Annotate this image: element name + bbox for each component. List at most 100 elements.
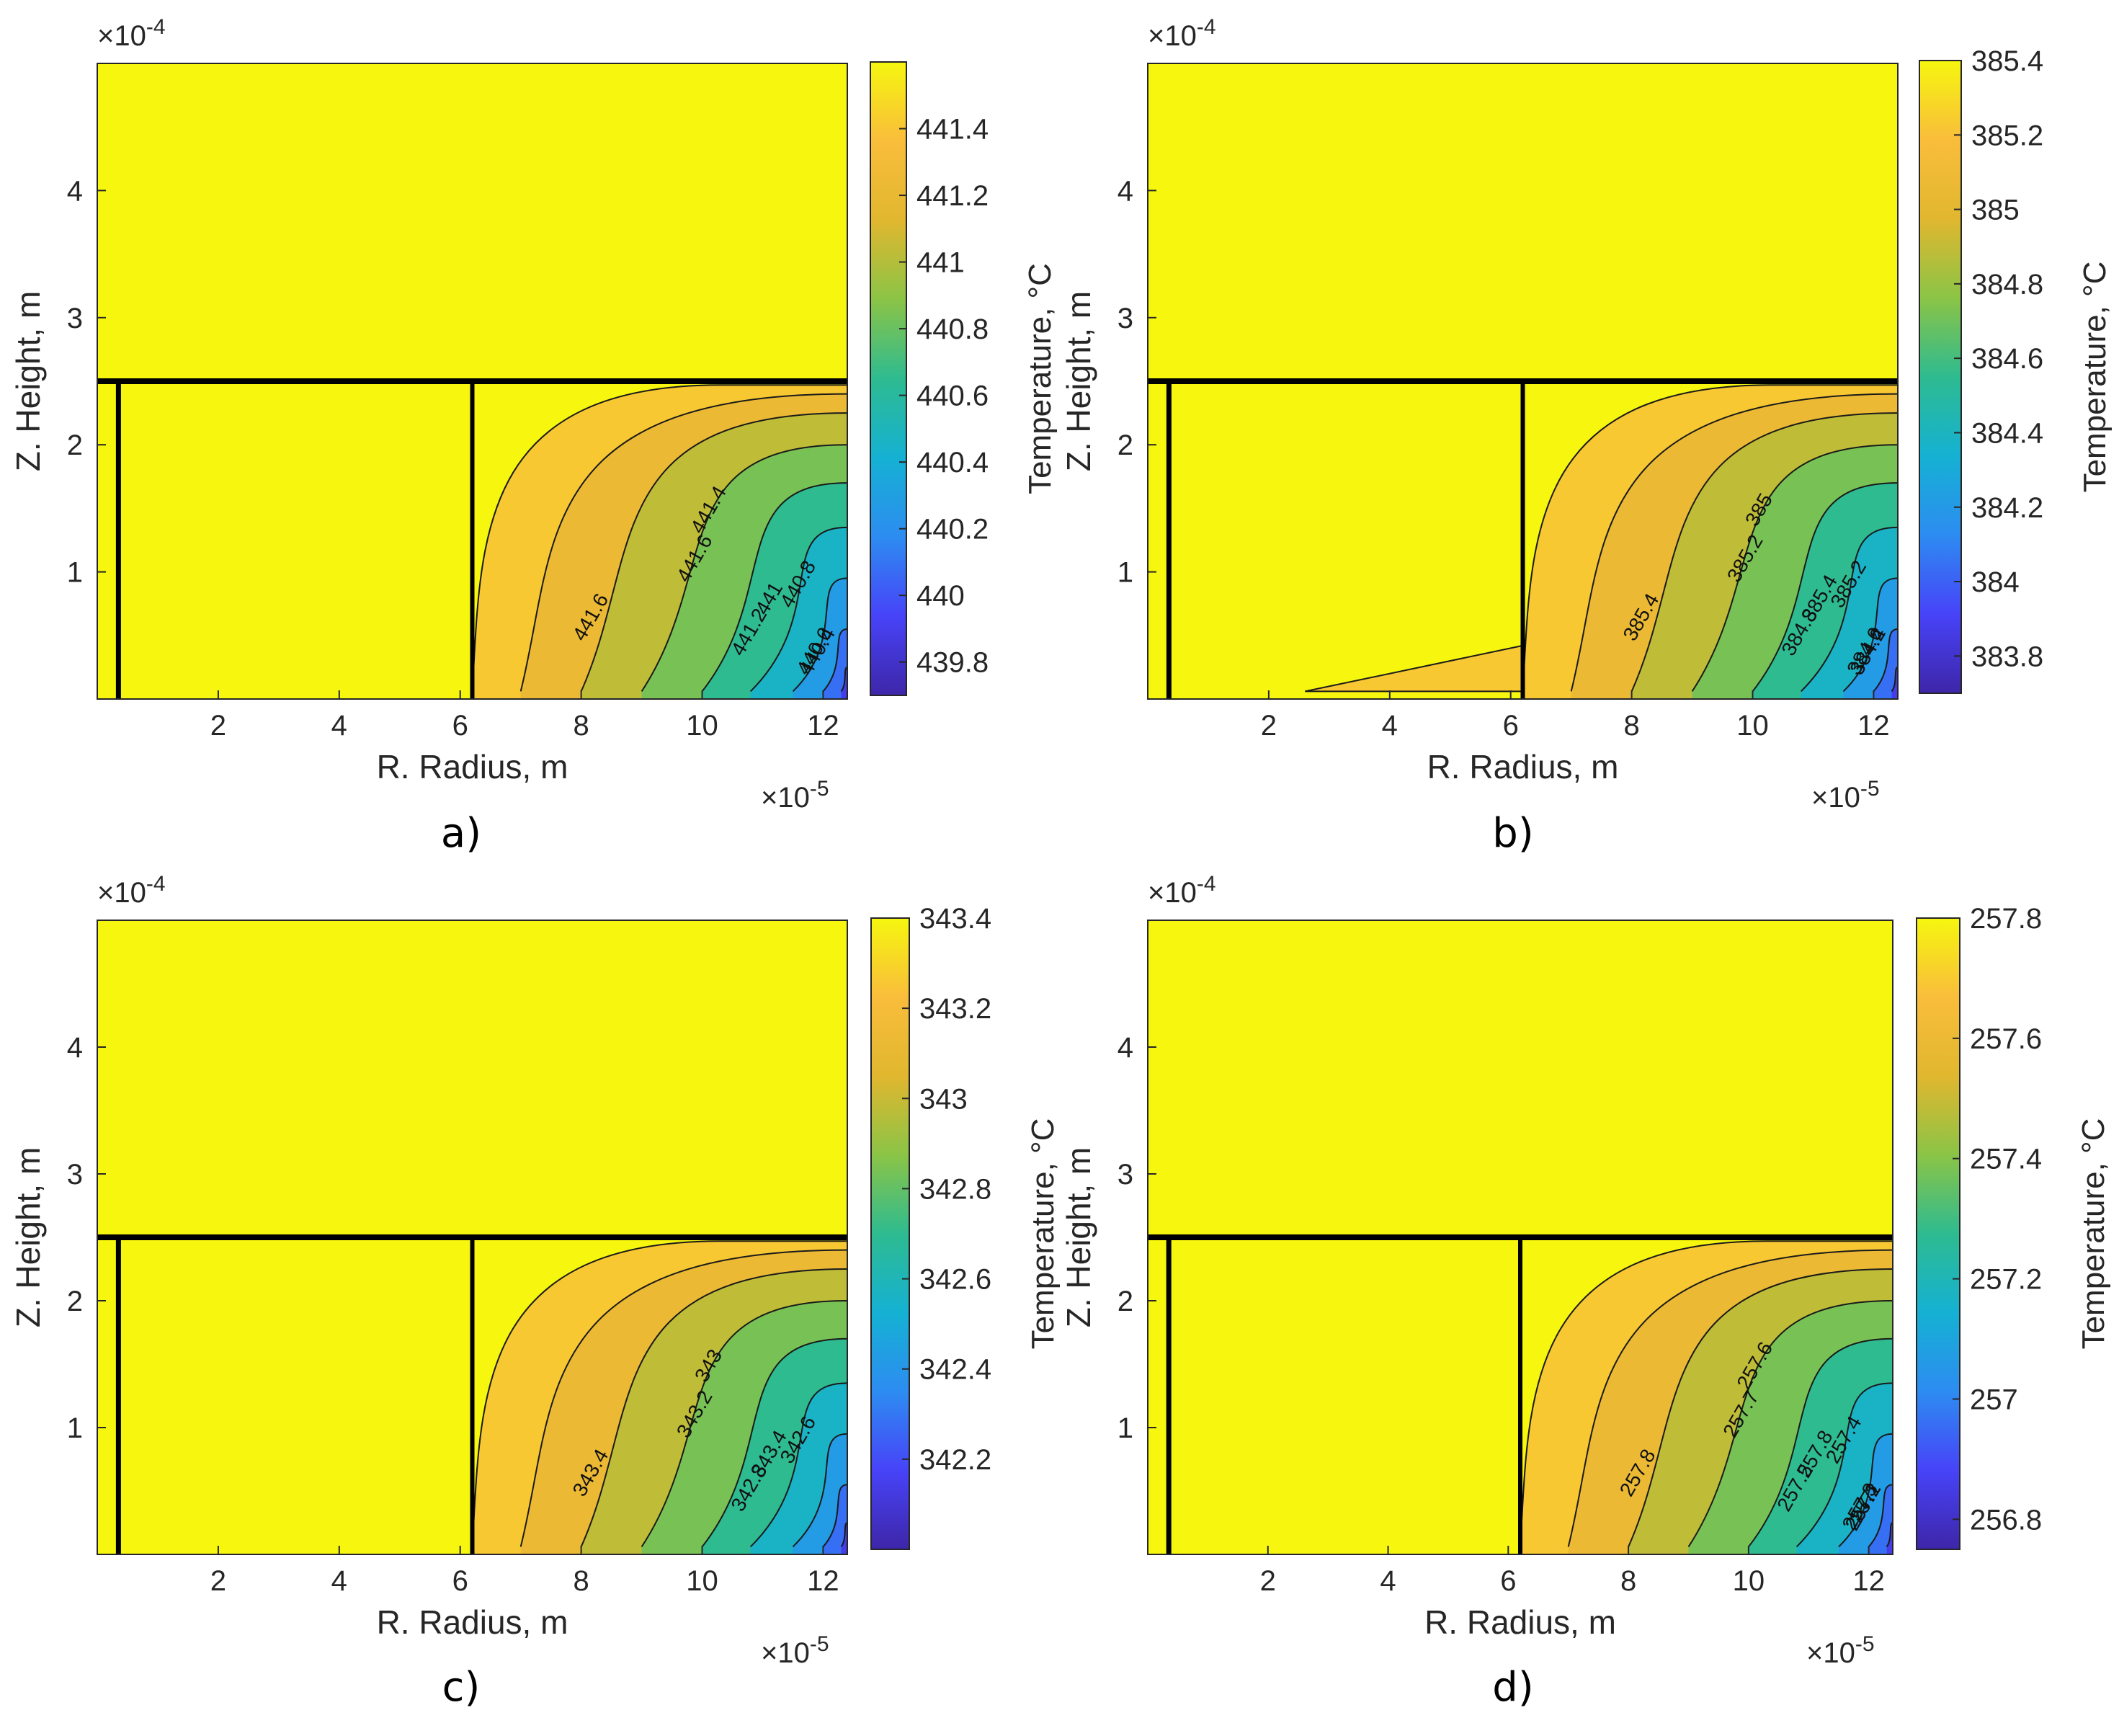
y-multiplier-exponent: -4: [1197, 15, 1216, 39]
x-tick-label: 10: [686, 1565, 718, 1597]
contour-line: [749, 526, 847, 693]
colorbar-tick-label: 440.4: [916, 447, 989, 478]
x-tick-label: 12: [1852, 1565, 1885, 1597]
contour-fills: [1305, 384, 1898, 699]
contour-band: [823, 1484, 847, 1554]
contour-line: [1748, 1337, 1893, 1548]
colorbar-tick-label: 257.8: [1970, 903, 2042, 935]
x-tick-label: 8: [573, 1565, 589, 1597]
x-tick-label: 10: [1733, 1565, 1765, 1597]
y-tick-label: 1: [67, 557, 83, 589]
contour-line: [1628, 1268, 1893, 1547]
x-multiplier-exponent: -5: [1860, 777, 1880, 801]
x-axis-multiplier: ×10-5: [1811, 777, 1880, 814]
colorbar-tick-label: 384.2: [1971, 492, 2043, 524]
contour-line: [1570, 393, 1898, 692]
x-tick-label: 6: [1500, 1565, 1516, 1597]
y-axis-multiplier: ×10-4: [97, 15, 166, 52]
x-tick-label: 12: [807, 1565, 839, 1597]
colorbar-tick-label: 343.2: [919, 993, 991, 1025]
colorbar-label: Temperature, °C: [2077, 262, 2113, 493]
colorbar-tick-label: 440.2: [916, 514, 989, 546]
colorbar-tick-label: 342.6: [919, 1264, 991, 1296]
x-tick-label: 8: [1623, 710, 1639, 742]
contour-line: [792, 1433, 847, 1548]
y-multiplier-base: ×10: [1148, 877, 1197, 909]
y-axis-multiplier: ×10-4: [1148, 872, 1216, 909]
colorbar-tick-label: 385: [1971, 195, 2020, 226]
colorbar-tick-label: 257.2: [1970, 1264, 2042, 1296]
y-tick-label: 3: [67, 1159, 83, 1190]
panel-b: 385.4385.2385384.8385.4385.2384.6384.438…: [1060, 15, 2113, 857]
contour-band: [1873, 628, 1898, 699]
x-multiplier-base: ×10: [1806, 1637, 1855, 1669]
x-tick-label: 8: [1620, 1565, 1636, 1597]
contour-line: [1752, 482, 1898, 693]
x-tick-label: 6: [452, 1565, 468, 1597]
y-axis-label: Z. Height, m: [9, 1147, 47, 1328]
y-axis-multiplier: ×10-4: [97, 872, 166, 909]
colorbar-tick-label: 440.6: [916, 380, 989, 412]
colorbar-tick-label: 385.4: [1971, 45, 2043, 77]
y-tick-label: 2: [67, 429, 83, 461]
contour-line: [1842, 577, 1898, 693]
contour-line: [1687, 1300, 1893, 1547]
contour-line: [822, 628, 847, 693]
contour-line: [519, 393, 847, 692]
x-tick-label: 2: [1261, 710, 1277, 742]
colorbar: [870, 917, 910, 1550]
x-multiplier-base: ×10: [761, 1637, 810, 1669]
y-tick-label: 3: [1118, 1159, 1133, 1190]
contour-band: [793, 1433, 847, 1554]
axes-frame: [1147, 920, 1893, 1555]
contour-line: [1630, 412, 1898, 692]
y-tick-label: 1: [67, 1412, 83, 1444]
colorbar-label: Temperature, °C: [1022, 263, 1058, 494]
contour-fills: [471, 1240, 847, 1554]
x-axis-label: R. Radius, m: [1424, 1603, 1616, 1641]
panel-caption: c): [442, 1664, 481, 1711]
contour-line: [701, 1337, 847, 1548]
y-multiplier-exponent: -4: [1197, 872, 1216, 896]
colorbar-tick-label: 257.6: [1970, 1023, 2042, 1055]
contour-line: [822, 1484, 847, 1548]
x-multiplier-exponent: -5: [1855, 1632, 1875, 1656]
x-multiplier-base: ×10: [761, 782, 810, 814]
x-tick-label: 10: [686, 710, 718, 742]
colorbar: [1916, 917, 1960, 1550]
contour-line: [641, 1300, 847, 1547]
colorbar-tick-label: 384.6: [1971, 343, 2043, 375]
colorbar-tick-label: 257.4: [1970, 1144, 2042, 1175]
contour-line: [701, 482, 847, 693]
colorbar-label: Temperature, °C: [1025, 1118, 1061, 1350]
contour-line: [641, 444, 847, 692]
y-axis-multiplier: ×10-4: [1148, 15, 1216, 52]
x-axis-label: R. Radius, m: [377, 748, 568, 785]
colorbar: [870, 61, 907, 696]
contour-line: [1691, 444, 1898, 692]
y-tick-label: 2: [1118, 1286, 1133, 1317]
x-tick-label: 4: [1382, 710, 1398, 742]
y-tick-label: 4: [1118, 175, 1133, 207]
contour-line: [1520, 1240, 1893, 1547]
y-multiplier-exponent: -4: [146, 15, 166, 39]
y-tick-label: 3: [1118, 303, 1133, 334]
colorbar-tick-label: 343: [919, 1083, 968, 1115]
axes-frame: [97, 920, 848, 1555]
contour-line: [1838, 1433, 1893, 1548]
x-axis-label: R. Radius, m: [1427, 748, 1619, 785]
panel-caption: a): [441, 810, 481, 857]
x-axis-multiplier: ×10-5: [761, 777, 829, 814]
y-multiplier-base: ×10: [97, 20, 146, 52]
contour-band: [793, 578, 847, 699]
x-tick-label: 4: [331, 710, 347, 742]
contour-line: [1800, 526, 1898, 693]
x-tick-label: 12: [1857, 710, 1890, 742]
colorbar-tick-label: 342.4: [919, 1354, 991, 1386]
x-tick-label: 6: [452, 710, 468, 742]
x-tick-label: 4: [331, 1565, 347, 1597]
x-tick-label: 10: [1736, 710, 1769, 742]
x-axis-multiplier: ×10-5: [1806, 1632, 1875, 1669]
